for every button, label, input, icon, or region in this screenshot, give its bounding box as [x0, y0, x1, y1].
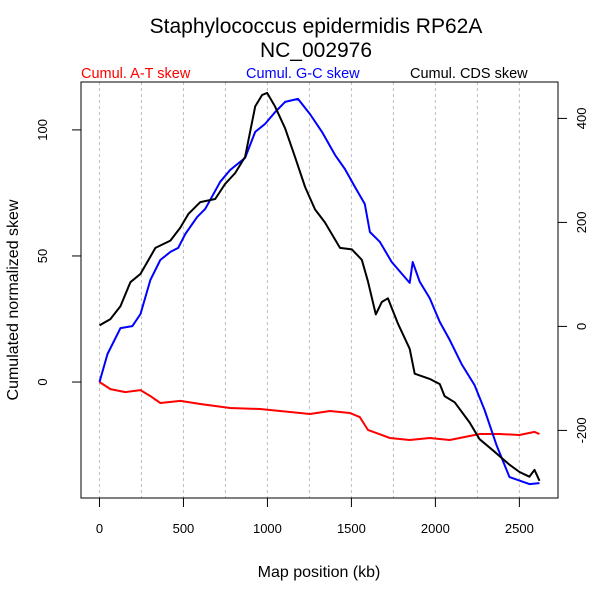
y-axis-left: 0 50 100	[35, 119, 81, 386]
x-tick-label: 2500	[505, 521, 534, 536]
x-axis: 0 500 1000 1500 2000 2500	[96, 498, 534, 536]
chart-title: Staphylococcus epidermidis RP62A	[150, 15, 483, 38]
legend-entry: Cumul. G-C skew	[246, 66, 360, 82]
plot-frame	[80, 81, 559, 499]
chart-subtitle: NC_002976	[260, 39, 372, 62]
legend-entry: Cumul. A-T skew	[81, 66, 191, 82]
gridlines	[98, 82, 520, 498]
y-tick-label-left: 0	[35, 378, 50, 385]
legend-entry: Cumul. CDS skew	[410, 66, 528, 82]
y-tick-label-left: 50	[35, 249, 50, 263]
y-axis-title: Cumulated normalized skew	[5, 199, 22, 400]
x-axis-title: Map position (kb)	[258, 564, 381, 581]
y-tick-label-right: 200	[574, 212, 589, 234]
y-tick-label-right: 400	[574, 108, 589, 130]
x-tick-label: 0	[96, 521, 103, 536]
y-axis-right: -200 0 200 400	[558, 108, 589, 443]
series-line-cumul-cds-skew	[98, 91, 541, 482]
series-line-cumul-a-t-skew	[98, 381, 540, 441]
x-tick-label: 1500	[337, 521, 366, 536]
y-tick-label-right: 0	[574, 323, 589, 330]
series-line-cumul-g-c-skew	[98, 97, 540, 486]
x-tick-label: 2000	[421, 521, 450, 536]
x-tick-label: 500	[173, 521, 195, 536]
y-tick-label-left: 100	[35, 119, 50, 141]
y-tick-label-right: -200	[574, 417, 589, 443]
series-layer	[98, 91, 541, 486]
legend: Cumul. A-T skew Cumul. G-C skew Cumul. CDS…	[81, 66, 528, 82]
x-tick-label: 1000	[253, 521, 282, 536]
